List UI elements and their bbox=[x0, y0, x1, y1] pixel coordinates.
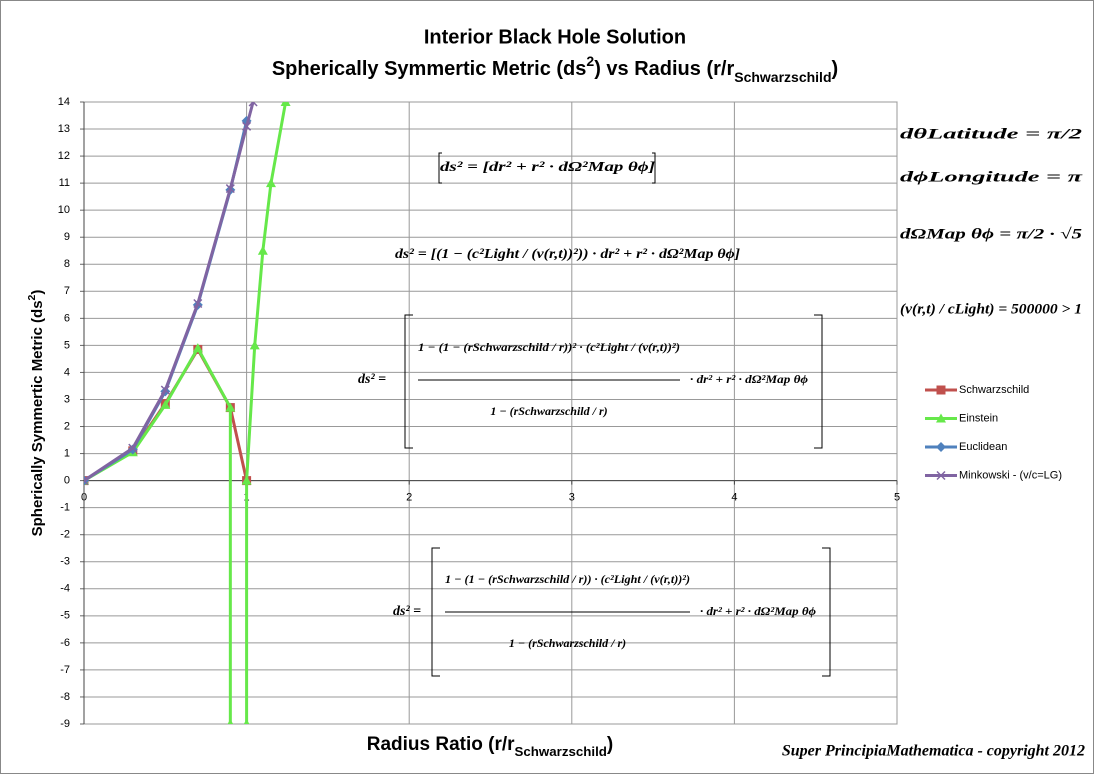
y-tick-label: 10 bbox=[58, 204, 70, 216]
marker bbox=[128, 443, 138, 453]
marker bbox=[249, 340, 260, 350]
text-part: ) bbox=[607, 734, 613, 755]
y-tick-label: -4 bbox=[60, 583, 70, 595]
constant: dθLatitude = π/2 bbox=[900, 126, 1083, 142]
legend-label: Schwarzschild bbox=[959, 384, 1029, 396]
marker bbox=[193, 298, 203, 309]
chart-title: Interior Black Hole Solution bbox=[424, 26, 686, 48]
copyright: Super PrincipiaMathematica - copyright 2… bbox=[782, 743, 1085, 760]
y-tick-label: 0 bbox=[64, 475, 70, 487]
y-tick-label: 6 bbox=[64, 312, 70, 324]
y-tick-label: 11 bbox=[59, 177, 70, 189]
legend-marker bbox=[936, 385, 946, 395]
legend-label: Minkowski - (v/c=LG) bbox=[959, 469, 1062, 481]
constant: dΩMap θϕ = π/2 · √5 bbox=[900, 226, 1083, 242]
marker bbox=[241, 475, 252, 485]
marker bbox=[225, 402, 236, 412]
marker bbox=[84, 476, 89, 486]
y-tick-label: -3 bbox=[60, 556, 70, 568]
y-tick-label: 8 bbox=[64, 258, 70, 270]
subscript: Schwarzschild bbox=[515, 744, 607, 759]
legend-marker bbox=[936, 442, 946, 452]
x-tick-label: 4 bbox=[731, 492, 737, 504]
plot-area bbox=[83, 101, 898, 725]
y-tick-label: 14 bbox=[58, 96, 70, 108]
equation-tail: · dr² + r² · dΩ²Map θϕ bbox=[700, 604, 816, 618]
marker bbox=[280, 102, 291, 106]
equation-lhs: ds² = bbox=[393, 604, 421, 619]
x-tick-label: 5 bbox=[894, 492, 900, 504]
y-tick-label: -6 bbox=[60, 637, 70, 649]
y-tick-label: -5 bbox=[60, 610, 70, 622]
y-axis-label: Spherically Symmertic Metric (ds2​) bbox=[26, 290, 46, 537]
text-part: ) bbox=[832, 58, 839, 80]
marker bbox=[192, 343, 203, 353]
bracket bbox=[438, 152, 656, 184]
x-axis-label: Radius Ratio (r/rSchwarzschild​) bbox=[367, 734, 614, 759]
marker bbox=[248, 102, 258, 107]
fraction-numerator: 1 − (1 − (rSchwarzschild / r))² · (c²Lig… bbox=[418, 340, 680, 354]
plot-series bbox=[84, 102, 291, 724]
text-part: Radius Ratio (r/r bbox=[367, 734, 515, 755]
marker bbox=[242, 121, 252, 131]
equation-lhs: ds² = bbox=[358, 372, 386, 387]
y-tick-label: -8 bbox=[60, 691, 70, 703]
y-tick-label: 5 bbox=[64, 339, 70, 351]
text-part: ) bbox=[29, 290, 46, 295]
bracket bbox=[404, 314, 823, 449]
y-tick-label: 1 bbox=[64, 447, 70, 459]
superscript: 2 bbox=[26, 294, 38, 300]
text-part: Spherically Symmertic Metric (ds bbox=[272, 58, 587, 80]
marker bbox=[227, 719, 234, 724]
legend-marker bbox=[936, 470, 946, 481]
y-tick-label: 13 bbox=[58, 123, 70, 135]
equation-tail: · dr² + r² · dΩ²Map θϕ bbox=[690, 372, 808, 386]
x-tick-label: 2 bbox=[406, 492, 412, 504]
y-tick-label: 7 bbox=[64, 285, 70, 297]
marker bbox=[225, 184, 235, 194]
equation: ds² = [(1 − (c²Light / (v(r,t))²)) · dr²… bbox=[395, 247, 740, 262]
x-tick-label: 3 bbox=[569, 492, 575, 504]
superscript: 2 bbox=[586, 53, 594, 69]
y-tick-label: -9 bbox=[60, 718, 70, 730]
constant: dϕLongitude = π bbox=[900, 169, 1083, 185]
fraction-denominator: 1 − (rSchwarzschild / r) bbox=[509, 636, 626, 650]
marker bbox=[160, 385, 170, 395]
y-tick-label: 12 bbox=[58, 150, 70, 162]
marker bbox=[160, 399, 171, 409]
y-tick-label: 4 bbox=[64, 366, 70, 378]
marker bbox=[265, 178, 276, 188]
marker bbox=[257, 245, 268, 255]
bracket bbox=[431, 547, 831, 677]
chart-subtitle: Spherically Symmertic Metric (ds2​) vs R… bbox=[272, 53, 838, 85]
y-tick-label: -2 bbox=[60, 529, 70, 541]
text-part: ) vs Radius (r/r bbox=[594, 58, 734, 80]
fraction-numerator: 1 − (1 − (rSchwarzschild / r)) · (c²Ligh… bbox=[445, 572, 690, 586]
legend-marker bbox=[936, 413, 946, 423]
legend-label: Euclidean bbox=[959, 441, 1007, 453]
subscript: Schwarzschild bbox=[734, 69, 831, 85]
series-line bbox=[84, 102, 288, 724]
y-tick-label: -7 bbox=[60, 664, 70, 676]
y-tick-label: 3 bbox=[64, 393, 70, 405]
equation: ds² = [dr² + r² · dΩ²Map θϕ] bbox=[440, 160, 655, 175]
y-tick-label: 9 bbox=[64, 231, 70, 243]
fraction-denominator: 1 − (rSchwarzschild / r) bbox=[490, 404, 607, 418]
legend-label: Einstein bbox=[959, 412, 998, 424]
marker bbox=[243, 719, 250, 724]
y-tick-label: 2 bbox=[64, 420, 70, 432]
text-part: Spherically Symmertic Metric (ds bbox=[29, 300, 46, 536]
y-tick-label: -1 bbox=[60, 502, 70, 514]
constant: (v(r,t) / cLight) = 500000 > 1 bbox=[900, 301, 1082, 317]
